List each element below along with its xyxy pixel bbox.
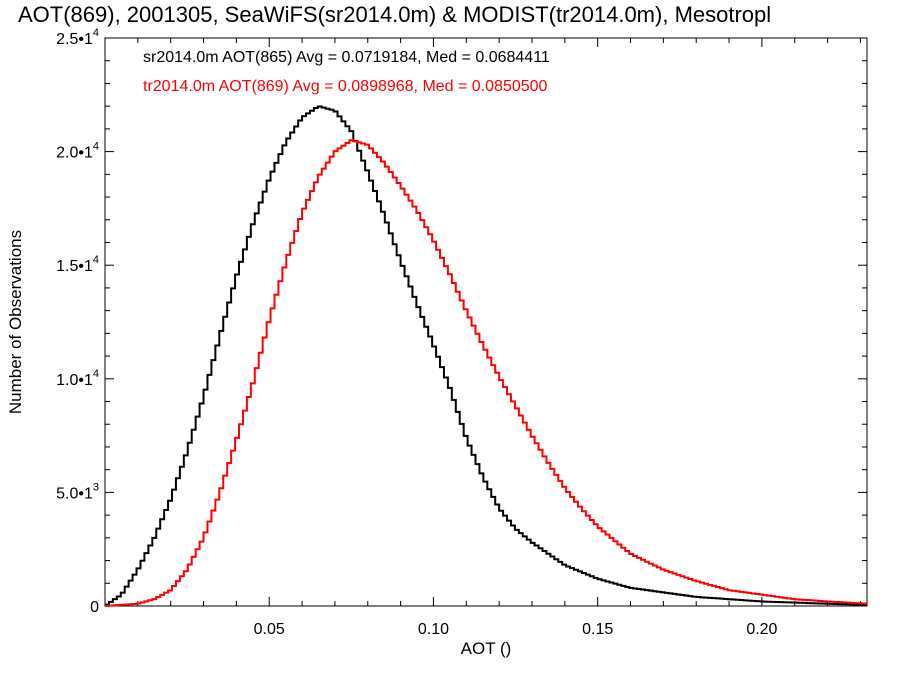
y-tick-mantissa: 1.0•1: [56, 372, 93, 389]
y-axis-label: Number of Observations: [6, 230, 25, 414]
y-tick-label: 5.0•13: [56, 481, 99, 502]
y-tick-exponent: 4: [93, 27, 99, 39]
y-tick-mantissa: 5.0•1: [56, 485, 93, 502]
y-tick-exponent: 4: [93, 254, 99, 266]
series-sr2014-line: [105, 105, 867, 606]
y-tick-label: 2.0•14: [56, 141, 99, 162]
legend-entry-2: tr2014.0m AOT(869) Avg = 0.0898968, Med …: [143, 78, 548, 95]
x-tick-label: 0.15: [582, 621, 613, 638]
x-tick-label: 0.05: [254, 621, 285, 638]
y-tick-label: 2.5•14: [56, 27, 99, 48]
y-tick-mantissa: 0: [90, 599, 99, 616]
y-tick-exponent: 3: [93, 481, 99, 493]
plot-frame: [104, 37, 868, 607]
series-tr2014-line: [105, 139, 867, 607]
x-tick-label: 0.20: [746, 621, 777, 638]
x-axis-label: AOT (): [461, 639, 512, 658]
y-tick-exponent: 4: [93, 141, 99, 153]
y-tick-label: 0: [90, 599, 99, 616]
legend-entry-1: sr2014.0m AOT(865) Avg = 0.0719184, Med …: [143, 49, 550, 66]
y-tick-label: 1.0•14: [56, 368, 99, 389]
y-tick-mantissa: 1.5•1: [56, 258, 93, 275]
y-tick-exponent: 4: [93, 368, 99, 380]
y-tick-mantissa: 2.0•1: [56, 145, 93, 162]
y-axis: 05.0•131.0•141.5•142.0•142.5•14: [56, 27, 867, 616]
series-layer: [105, 105, 867, 607]
chart-title: AOT(869), 2001305, SeaWiFS(sr2014.0m) & …: [18, 2, 772, 27]
y-tick-mantissa: 2.5•1: [56, 31, 93, 48]
x-tick-label: 0.10: [418, 621, 449, 638]
x-axis: 0.05 0.10 0.15 0.20: [137, 38, 861, 638]
y-tick-label: 1.5•14: [56, 254, 99, 275]
